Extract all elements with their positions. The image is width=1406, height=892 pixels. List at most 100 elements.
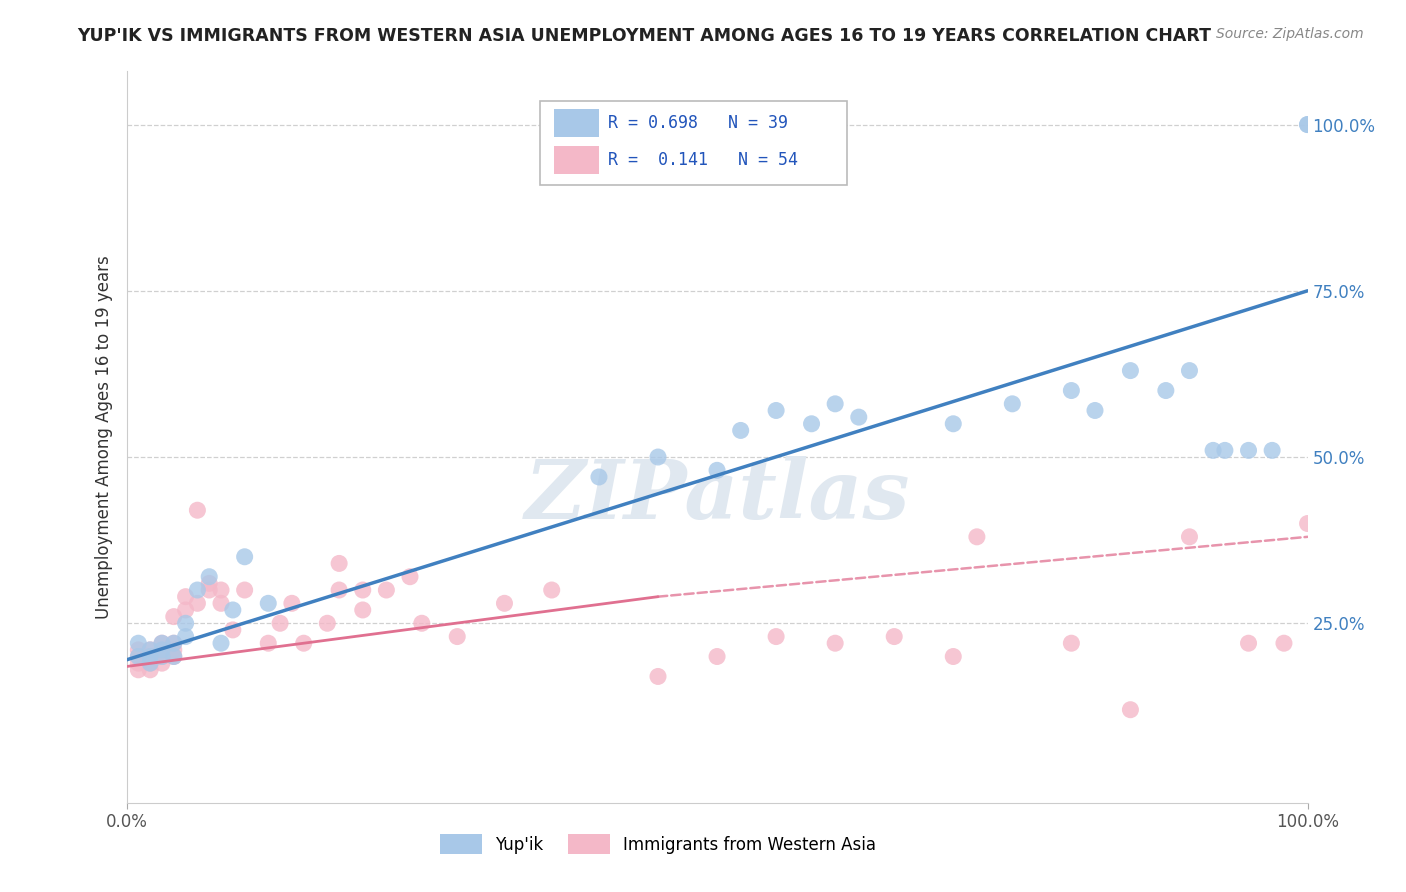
- Point: [186, 596, 208, 610]
- Point: [150, 643, 173, 657]
- Point: [233, 582, 256, 597]
- Point: [1213, 443, 1236, 458]
- Point: [328, 582, 350, 597]
- Point: [163, 636, 186, 650]
- Point: [174, 590, 197, 604]
- Point: [257, 636, 280, 650]
- Point: [883, 630, 905, 644]
- Point: [824, 397, 846, 411]
- Point: [730, 424, 752, 438]
- Point: [209, 582, 232, 597]
- Point: [139, 643, 162, 657]
- Point: [352, 582, 374, 597]
- Text: R = 0.698   N = 39: R = 0.698 N = 39: [609, 114, 789, 132]
- Point: [765, 630, 787, 644]
- Point: [222, 623, 245, 637]
- Point: [127, 649, 149, 664]
- Point: [1178, 363, 1201, 377]
- Point: [257, 596, 280, 610]
- Point: [127, 643, 149, 657]
- Text: R =  0.141   N = 54: R = 0.141 N = 54: [609, 151, 799, 169]
- Point: [127, 649, 149, 664]
- FancyBboxPatch shape: [554, 110, 599, 137]
- Point: [222, 603, 245, 617]
- Point: [1060, 384, 1083, 398]
- Point: [150, 649, 173, 664]
- Point: [647, 450, 669, 464]
- Point: [139, 643, 162, 657]
- Point: [292, 636, 315, 650]
- Point: [139, 649, 162, 664]
- Point: [1060, 636, 1083, 650]
- Point: [150, 636, 173, 650]
- Point: [1154, 384, 1177, 398]
- Point: [269, 616, 291, 631]
- Point: [1296, 516, 1319, 531]
- Text: Source: ZipAtlas.com: Source: ZipAtlas.com: [1216, 27, 1364, 41]
- Point: [1202, 443, 1225, 458]
- Point: [174, 630, 197, 644]
- Point: [1178, 530, 1201, 544]
- Point: [150, 649, 173, 664]
- Point: [765, 403, 787, 417]
- Point: [1296, 118, 1319, 132]
- Point: [163, 636, 186, 650]
- Point: [233, 549, 256, 564]
- Point: [127, 663, 149, 677]
- Point: [1119, 703, 1142, 717]
- Point: [848, 410, 870, 425]
- Point: [494, 596, 516, 610]
- Point: [139, 649, 162, 664]
- Point: [1237, 636, 1260, 650]
- Point: [163, 649, 186, 664]
- Point: [174, 616, 197, 631]
- Point: [800, 417, 823, 431]
- Point: [328, 557, 350, 571]
- FancyBboxPatch shape: [540, 101, 846, 185]
- Point: [706, 649, 728, 664]
- Point: [1261, 443, 1284, 458]
- Point: [647, 669, 669, 683]
- Point: [399, 570, 422, 584]
- Legend: Yup'ik, Immigrants from Western Asia: Yup'ik, Immigrants from Western Asia: [433, 828, 883, 860]
- Point: [411, 616, 433, 631]
- Point: [352, 603, 374, 617]
- Text: YUP'IK VS IMMIGRANTS FROM WESTERN ASIA UNEMPLOYMENT AMONG AGES 16 TO 19 YEARS CO: YUP'IK VS IMMIGRANTS FROM WESTERN ASIA U…: [77, 27, 1212, 45]
- Point: [209, 596, 232, 610]
- Point: [150, 649, 173, 664]
- Point: [375, 582, 398, 597]
- Point: [163, 649, 186, 664]
- Point: [150, 656, 173, 670]
- Point: [186, 503, 208, 517]
- Point: [174, 603, 197, 617]
- Point: [198, 582, 221, 597]
- Point: [186, 582, 208, 597]
- Point: [966, 530, 988, 544]
- Point: [1296, 118, 1319, 132]
- Point: [588, 470, 610, 484]
- Point: [139, 649, 162, 664]
- Point: [163, 609, 186, 624]
- Point: [1084, 403, 1107, 417]
- Point: [1272, 636, 1295, 650]
- Point: [139, 663, 162, 677]
- Point: [209, 636, 232, 650]
- Point: [139, 656, 162, 670]
- Point: [446, 630, 468, 644]
- Point: [1237, 443, 1260, 458]
- Point: [316, 616, 339, 631]
- Point: [540, 582, 562, 597]
- FancyBboxPatch shape: [554, 146, 599, 174]
- Point: [942, 417, 965, 431]
- Point: [1119, 363, 1142, 377]
- Point: [198, 570, 221, 584]
- Point: [139, 656, 162, 670]
- Point: [127, 636, 149, 650]
- Point: [127, 656, 149, 670]
- Point: [706, 463, 728, 477]
- Point: [824, 636, 846, 650]
- Point: [198, 576, 221, 591]
- Point: [942, 649, 965, 664]
- Text: ZIPatlas: ZIPatlas: [524, 456, 910, 535]
- Point: [281, 596, 304, 610]
